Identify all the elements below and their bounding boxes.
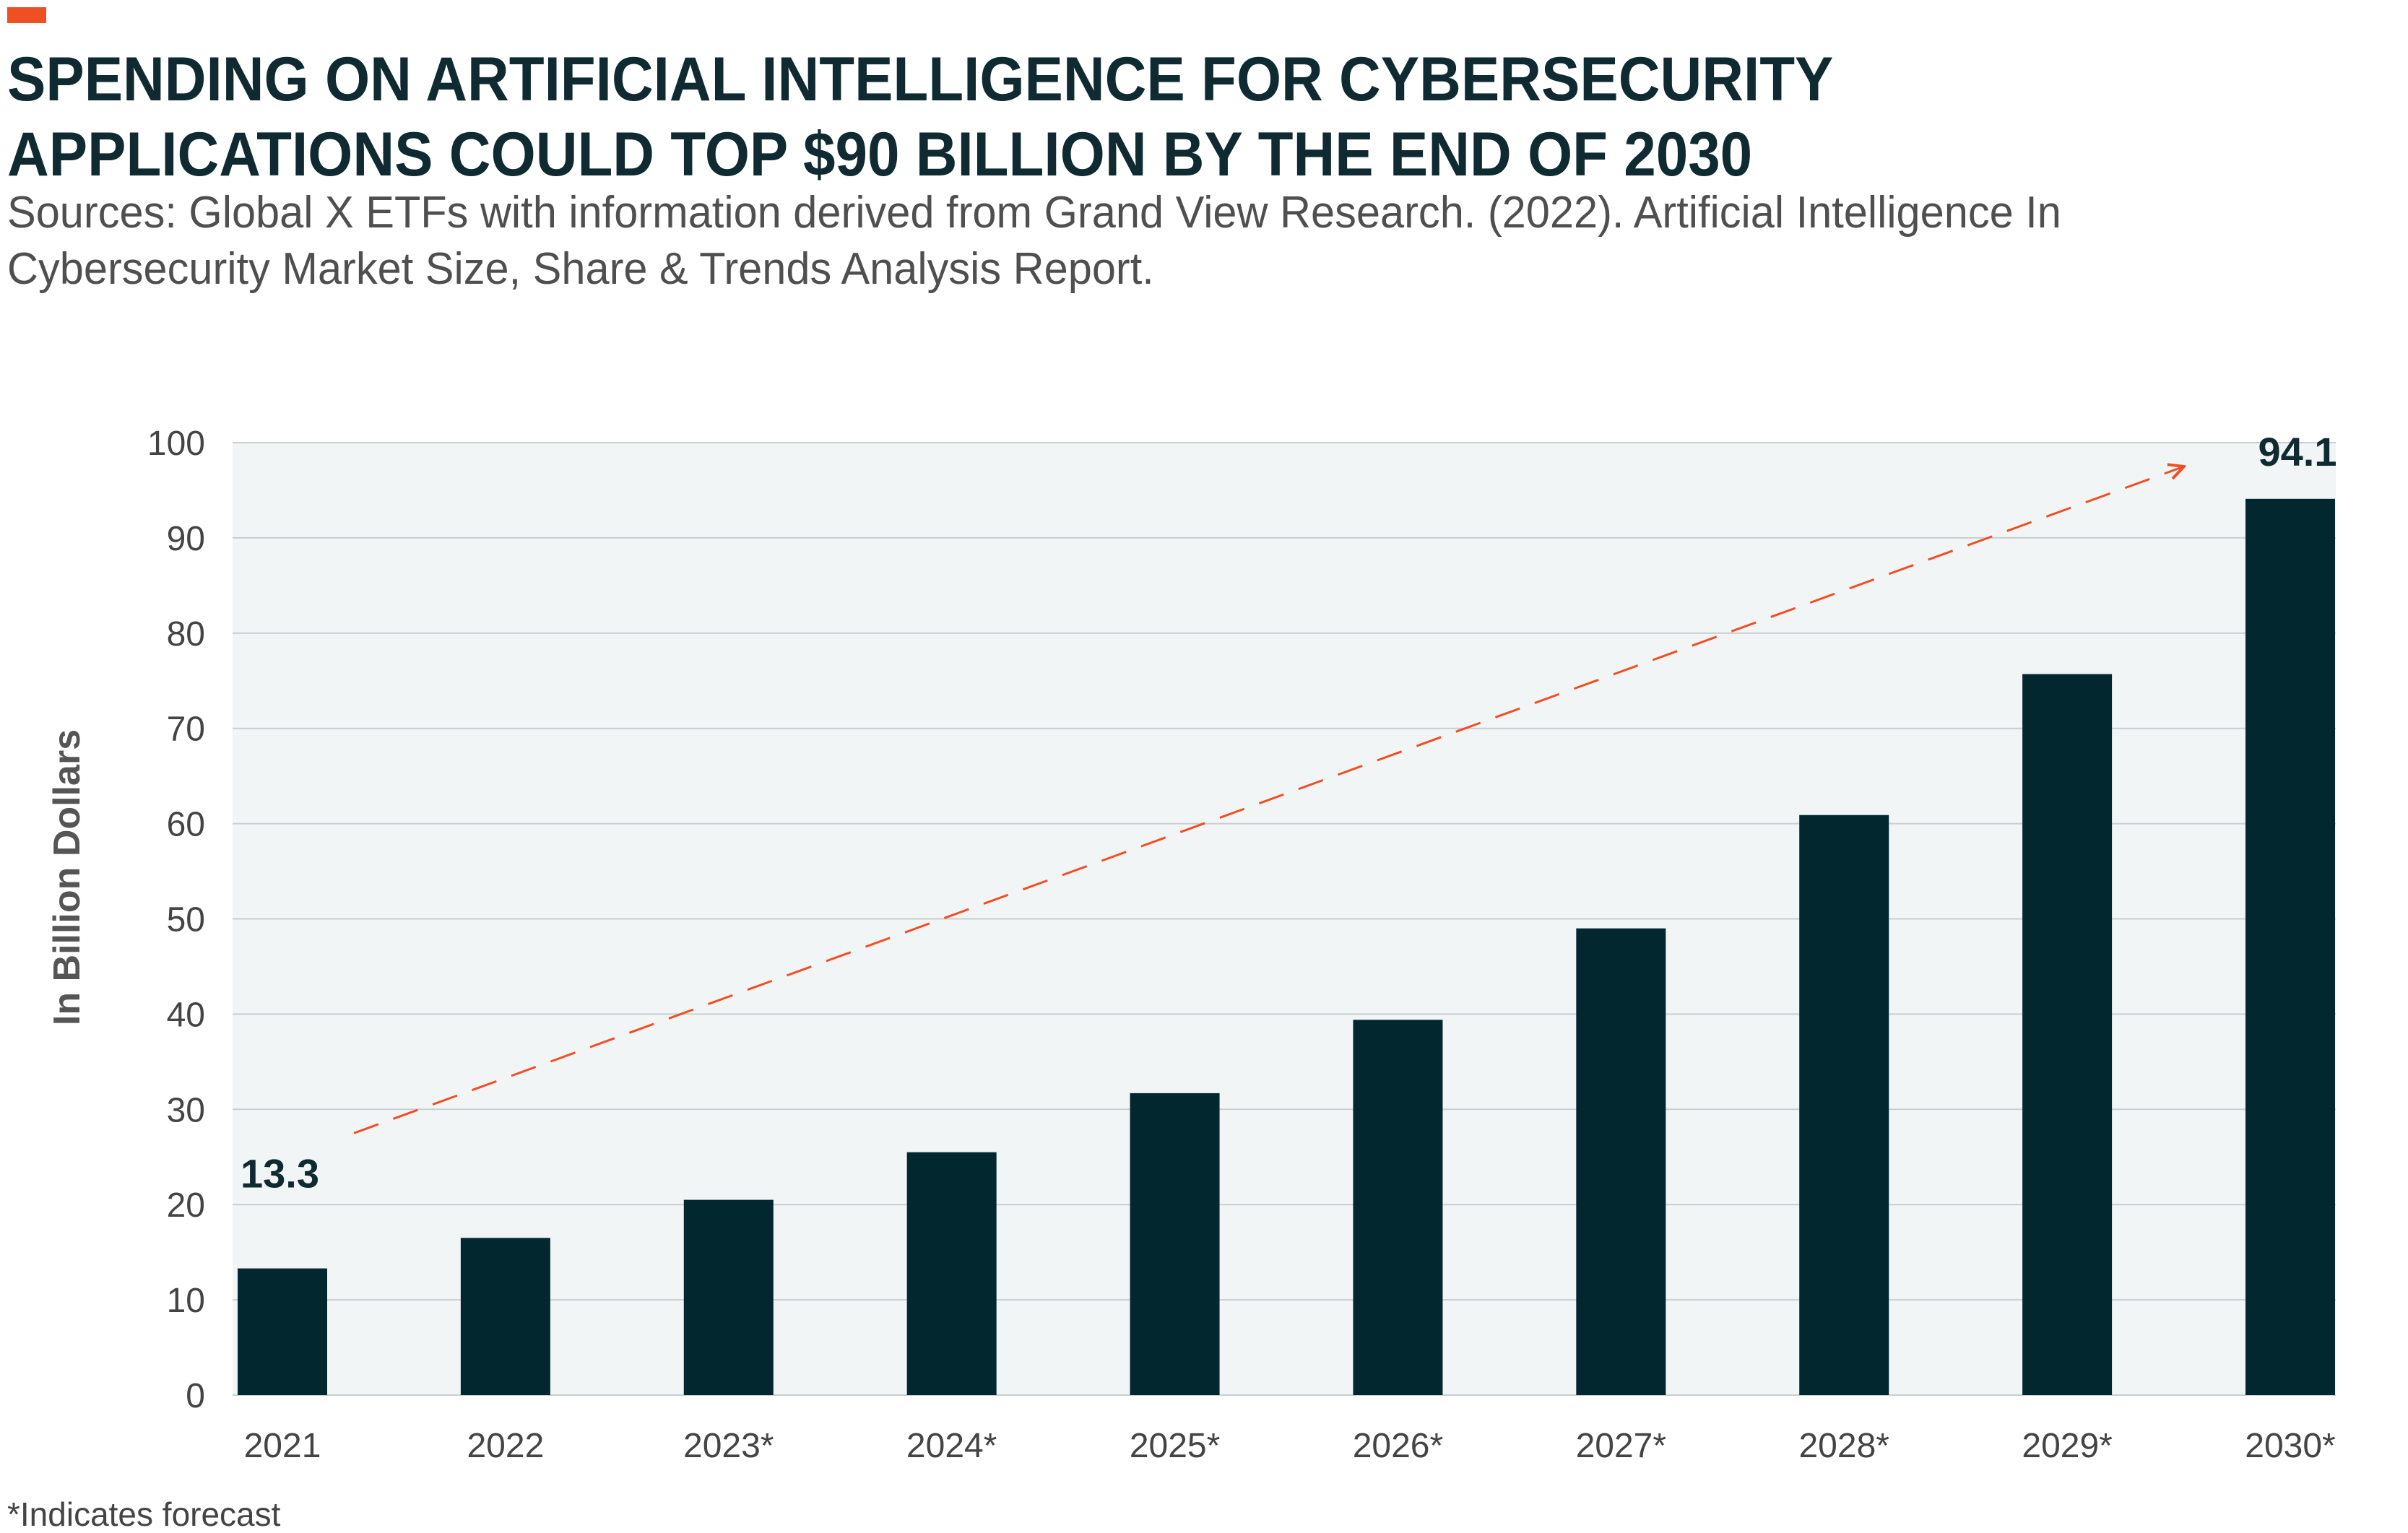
x-axis-ticks: 2021 2022 2023* 2024* 2025* 2026* 2027* 2028* 20… xyxy=(244,1427,2336,1465)
x-tick-label: 2024* xyxy=(906,1427,997,1465)
y-tick-label: 20 xyxy=(167,1186,205,1225)
x-tick-label: 2027* xyxy=(1576,1427,1666,1465)
y-tick-label: 100 xyxy=(147,425,205,463)
y-axis-ticks: 0 10 20 30 40 50 60 70 80 90 100 xyxy=(147,425,205,1415)
accent-bar xyxy=(7,7,46,23)
bar xyxy=(683,1199,774,1395)
y-tick-label: 90 xyxy=(167,520,205,558)
bar xyxy=(1799,815,1889,1395)
y-tick-label: 0 xyxy=(186,1377,205,1415)
bar xyxy=(1130,1093,1220,1395)
footnote: *Indicates forecast xyxy=(7,1495,281,1533)
y-axis-label: In Billion Dollars xyxy=(46,729,88,1025)
gridlines xyxy=(233,442,2336,1396)
y-tick-label: 40 xyxy=(167,996,205,1034)
bar xyxy=(2022,674,2113,1395)
x-tick-label: 2028* xyxy=(1798,1427,1889,1465)
chart-sources: Sources: Global X ETFs with information … xyxy=(7,188,2061,294)
bars xyxy=(238,498,2335,1395)
y-tick-label: 30 xyxy=(167,1091,205,1129)
bar xyxy=(460,1238,550,1395)
bar xyxy=(906,1152,997,1395)
y-tick-label: 60 xyxy=(167,806,205,844)
x-tick-label: 2026* xyxy=(1353,1427,1443,1465)
trend-arrow xyxy=(353,466,2184,1134)
x-tick-label: 2021 xyxy=(244,1427,321,1465)
x-tick-label: 2025* xyxy=(1130,1427,1220,1465)
x-tick-label: 2030* xyxy=(2245,1427,2335,1465)
y-tick-label: 80 xyxy=(167,615,205,653)
x-tick-label: 2023* xyxy=(683,1427,774,1465)
x-tick-label: 2029* xyxy=(2022,1427,2112,1465)
x-tick-label: 2022 xyxy=(467,1427,544,1465)
y-tick-label: 50 xyxy=(167,901,205,939)
chart-title: SPENDING ON ARTIFICIAL INTELLIGENCE FOR … xyxy=(7,45,1832,189)
y-tick-label: 70 xyxy=(167,711,205,749)
bar xyxy=(238,1268,327,1395)
bar xyxy=(1353,1020,1443,1395)
data-label: 94.1 xyxy=(2258,429,2337,474)
bar xyxy=(2245,498,2335,1395)
y-tick-label: 10 xyxy=(167,1282,205,1320)
bar xyxy=(1576,928,1666,1395)
data-label: 13.3 xyxy=(241,1151,319,1197)
data-labels: 13.3 94.1 xyxy=(241,429,2337,1197)
